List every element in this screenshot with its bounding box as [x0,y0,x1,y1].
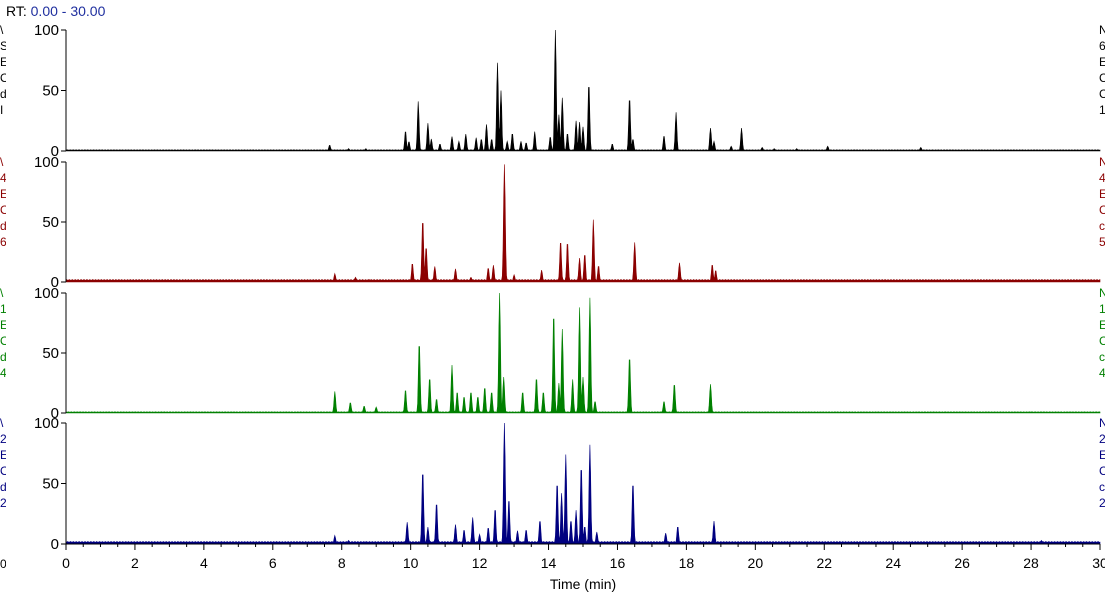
rt-range-label: RT: 0.00 - 30.00 [6,3,105,19]
y-tick-label-1-0: 0 [51,143,59,160]
right-edge-char-4-5: c [1099,480,1105,494]
right-edge-char-2-1: N [1099,155,1105,169]
y-tick-label-2-50: 50 [42,214,59,231]
left-edge-char-2-4: O [0,203,6,217]
right-edge-char-1-3: E [1099,55,1105,69]
left-edge-char-4-4: O [0,464,6,478]
left-edge-char-2-6: 6 [0,235,6,249]
left-edge-char-1-4: O [0,71,6,85]
y-tick-label-3-100: 100 [34,285,59,302]
x-tick-label-26: 26 [954,555,970,571]
left-edge-char-3-3: E [0,318,6,332]
right-edge-char-1-5: C [1099,87,1105,101]
y-tick-label-4-0: 0 [51,536,59,553]
x-tick-label-24: 24 [885,555,901,571]
right-edge-char-4-6: 2 [1099,496,1105,510]
right-edge-char-1-1: N [1099,23,1105,37]
right-edge-char-3-2: 1 [1099,302,1105,316]
right-edge-char-4-2: 2 [1099,432,1105,446]
x-tick-label-16: 16 [610,555,626,571]
left-edge-char-2-2: 4 [0,171,6,185]
right-edge-char-3-1: N [1099,286,1105,300]
x-tick-label-18: 18 [679,555,695,571]
left-edge-char-4-5: d [0,480,6,494]
trace-panel-3: 0 50 100 [34,285,1101,422]
trace-line-3 [65,292,1101,414]
trace-panel-1: 0 50 100 [34,22,1101,160]
right-edge-char-4-4: C [1099,464,1105,478]
rt-prefix: RT: [6,3,27,19]
x-tick-label-6: 6 [269,555,277,571]
x-tick-label-28: 28 [1023,555,1039,571]
left-edge-char-1-6: I [0,103,4,117]
x-tick-label-0: 0 [62,555,70,571]
x-axis-title: Time (min) [550,576,616,592]
x-tick-label-14: 14 [541,555,557,571]
y-tick-label-4-50: 50 [42,476,59,493]
right-edge-char-4-3: E [1099,448,1105,462]
left-edge-char-1-1: \ [0,23,4,37]
trace-line-1 [65,29,1101,152]
right-edge-char-4-1: N [1099,416,1105,430]
y-tick-label-1-100: 100 [34,22,59,39]
x-tick-label-22: 22 [816,555,832,571]
right-edge-char-1-4: C [1099,71,1105,85]
left-edge-char-2-1: \ [0,155,4,169]
right-edge-char-2-3: E [1099,187,1105,201]
right-edge-char-1-6: 1 [1099,103,1105,117]
left-edge-char-4-6: 2 [0,496,6,510]
x-tick-label-4: 4 [200,555,208,571]
left-edge-char-3-1: \ [0,286,4,300]
y-tick-label-3-50: 50 [42,345,59,362]
left-edge-char-2-5: d [0,219,6,233]
left-edge-char-2-3: E [0,187,6,201]
trace-panel-2: 0 50 100 [34,154,1101,291]
trace-line-2 [65,164,1101,283]
right-edge-char-1-2: 6 [1099,39,1105,53]
x-tick-label-10: 10 [403,555,419,571]
x-tick-label-20: 20 [748,555,764,571]
rt-range-value: 0.00 - 30.00 [30,3,106,19]
x-tick-label-12: 12 [472,555,488,571]
y-tick-label-3-0: 0 [51,405,59,422]
right-edge-char-3-3: E [1099,318,1105,332]
left-edge-char-1-2: S [0,39,6,53]
x-tick-label-30: 30 [1092,555,1105,571]
left-edge-char-3-4: O [0,334,6,348]
left-edge-char-4-3: E [0,448,6,462]
right-edge-char-2-4: C [1099,203,1105,217]
right-edge-char-2-5: c [1099,219,1105,233]
bottom-left-edge-char: 0 [0,557,6,571]
left-edge-char-4-2: 2 [0,432,6,446]
left-edge-char-1-5: d [0,87,6,101]
trace-panel-4: 0 50 100 [34,415,1101,553]
trace-line-4 [65,422,1101,545]
right-edge-char-2-2: 4 [1099,171,1105,185]
right-edge-char-3-6: 4 [1099,366,1105,380]
right-edge-char-2-6: 5 [1099,235,1105,249]
left-edge-char-4-1: \ [0,416,4,430]
y-tick-label-1-50: 50 [42,83,59,100]
x-tick-label-8: 8 [338,555,346,571]
y-tick-label-2-0: 0 [51,274,59,291]
right-edge-char-3-5: c [1099,350,1105,364]
y-tick-label-2-100: 100 [34,154,59,171]
y-tick-label-4-100: 100 [34,415,59,432]
left-edge-char-3-2: 1 [0,302,6,316]
left-edge-char-1-3: E [0,55,6,69]
x-tick-label-2: 2 [131,555,139,571]
left-edge-char-3-6: 4 [0,366,6,380]
left-edge-char-3-5: d [0,350,6,364]
right-edge-char-3-4: C [1099,334,1105,348]
